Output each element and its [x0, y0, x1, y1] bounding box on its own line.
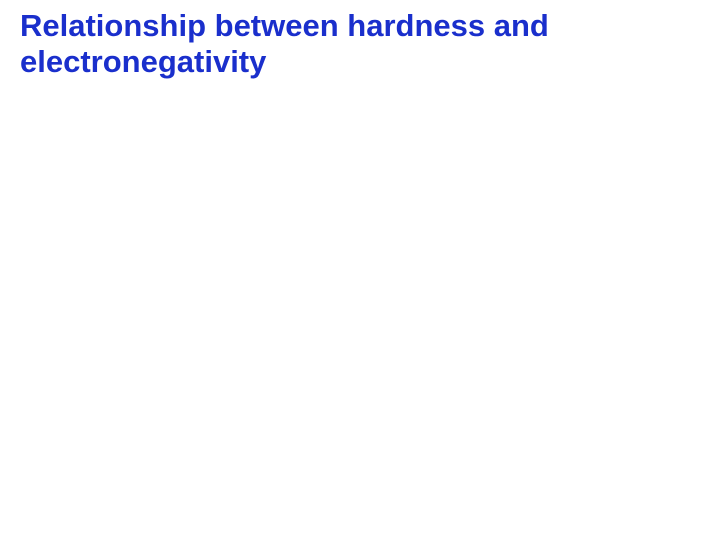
slide-title: Relationship between hardness and electr… — [20, 8, 700, 79]
slide: Relationship between hardness and electr… — [0, 0, 720, 540]
